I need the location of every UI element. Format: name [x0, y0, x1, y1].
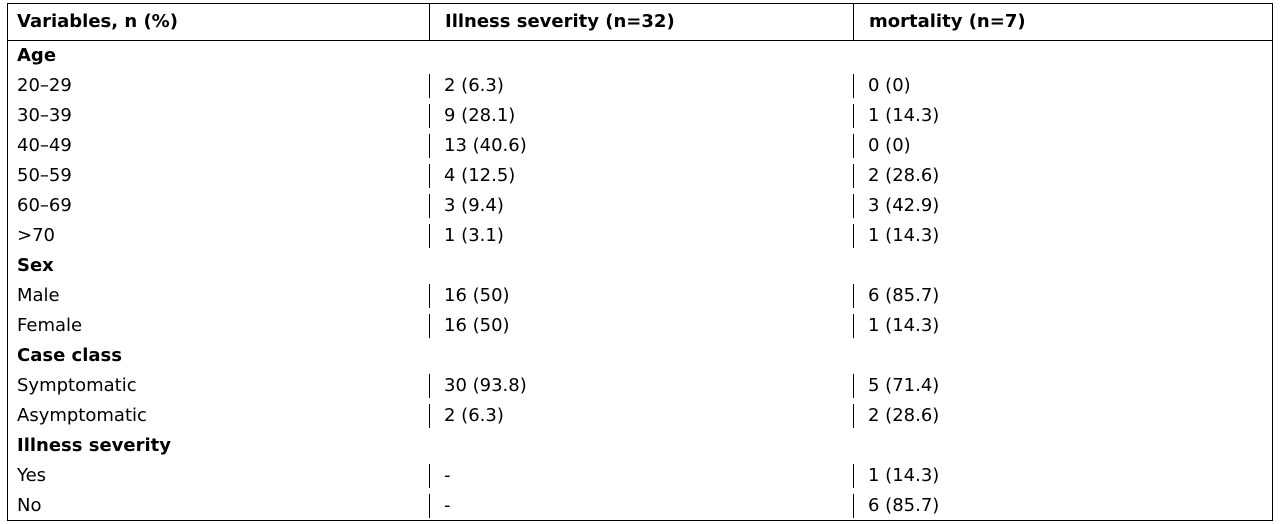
- variable-label: Male: [17, 285, 60, 306]
- table-row: Male 16 (50) 6 (85.7): [8, 281, 1272, 311]
- column-divider: [853, 404, 854, 428]
- column-divider: [853, 164, 854, 188]
- column-divider: [429, 284, 430, 308]
- mortality-value: 1 (14.3): [868, 465, 940, 486]
- column-divider: [853, 284, 854, 308]
- table-row: 60–69 3 (9.4) 3 (42.9): [8, 191, 1272, 221]
- table-row: No - 6 (85.7): [8, 491, 1272, 521]
- mortality-value: 6 (85.7): [868, 285, 940, 306]
- variable-label: >70: [17, 225, 55, 246]
- column-divider: [853, 134, 854, 158]
- severity-value: -: [444, 495, 451, 516]
- mortality-value: 2 (28.6): [868, 165, 940, 186]
- severity-value: 4 (12.5): [444, 165, 516, 186]
- column-divider: [429, 224, 430, 248]
- severity-value: 30 (93.8): [444, 375, 527, 396]
- mortality-value: 5 (71.4): [868, 375, 940, 396]
- column-divider: [853, 314, 854, 338]
- column-divider: [429, 74, 430, 98]
- table-row: Symptomatic 30 (93.8) 5 (71.4): [8, 371, 1272, 401]
- column-divider: [853, 104, 854, 128]
- variable-label: Asymptomatic: [17, 405, 147, 426]
- variable-label: 20–29: [17, 75, 72, 96]
- column-divider: [853, 374, 854, 398]
- table-row: Female 16 (50) 1 (14.3): [8, 311, 1272, 341]
- column-divider: [429, 164, 430, 188]
- table-header: Variables, n (%) Illness severity (n=32)…: [8, 4, 1272, 41]
- column-divider: [429, 104, 430, 128]
- severity-value: 2 (6.3): [444, 405, 504, 426]
- variable-label: Symptomatic: [17, 375, 137, 396]
- severity-value: 16 (50): [444, 315, 510, 336]
- severity-value: 2 (6.3): [444, 75, 504, 96]
- column-divider: [429, 494, 430, 518]
- section-label: Sex: [17, 255, 54, 276]
- mortality-value: 0 (0): [868, 135, 911, 156]
- column-divider: [429, 194, 430, 218]
- section-label: Case class: [17, 345, 122, 366]
- mortality-value: 3 (42.9): [868, 195, 940, 216]
- variable-label: Yes: [17, 465, 47, 486]
- mortality-value: 0 (0): [868, 75, 911, 96]
- table-row: >70 1 (3.1) 1 (14.3): [8, 221, 1272, 251]
- mortality-value: 1 (14.3): [868, 315, 940, 336]
- section-row: Case class: [8, 341, 1272, 371]
- mortality-value: 1 (14.3): [868, 225, 940, 246]
- variable-label: No: [17, 495, 42, 516]
- severity-value: 9 (28.1): [444, 105, 516, 126]
- variable-label: 50–59: [17, 165, 72, 186]
- table-row: 20–29 2 (6.3) 0 (0): [8, 71, 1272, 101]
- section-row: Age: [8, 41, 1272, 71]
- column-divider: [429, 314, 430, 338]
- table-row: 40–49 13 (40.6) 0 (0): [8, 131, 1272, 161]
- data-table: Variables, n (%) Illness severity (n=32)…: [7, 3, 1273, 521]
- column-divider: [853, 194, 854, 218]
- mortality-value: 1 (14.3): [868, 105, 940, 126]
- mortality-value: 2 (28.6): [868, 405, 940, 426]
- variable-label: Female: [17, 315, 83, 336]
- severity-value: 16 (50): [444, 285, 510, 306]
- severity-value: -: [444, 465, 451, 486]
- column-divider: [853, 224, 854, 248]
- column-divider: [429, 374, 430, 398]
- column-divider: [853, 74, 854, 98]
- severity-value: 3 (9.4): [444, 195, 504, 216]
- table-row: Asymptomatic 2 (6.3) 2 (28.6): [8, 401, 1272, 431]
- table-row: 50–59 4 (12.5) 2 (28.6): [8, 161, 1272, 191]
- table-row: 30–39 9 (28.1) 1 (14.3): [8, 101, 1272, 131]
- column-divider: [853, 494, 854, 518]
- variable-label: 40–49: [17, 135, 72, 156]
- variable-label: 60–69: [17, 195, 72, 216]
- table-row: Yes - 1 (14.3): [8, 461, 1272, 491]
- column-divider: [429, 134, 430, 158]
- variable-label: 30–39: [17, 105, 72, 126]
- section-label: Age: [17, 45, 57, 66]
- column-divider: [429, 404, 430, 428]
- header-mortality: mortality (n=7): [853, 4, 1026, 40]
- header-illness-severity: Illness severity (n=32): [429, 4, 675, 40]
- section-label: Illness severity: [17, 435, 172, 456]
- section-row: Illness severity: [8, 431, 1272, 461]
- column-divider: [429, 464, 430, 488]
- header-variables: Variables, n (%): [17, 11, 178, 32]
- mortality-value: 6 (85.7): [868, 495, 940, 516]
- column-divider: [853, 464, 854, 488]
- section-row: Sex: [8, 251, 1272, 281]
- severity-value: 1 (3.1): [444, 225, 504, 246]
- severity-value: 13 (40.6): [444, 135, 527, 156]
